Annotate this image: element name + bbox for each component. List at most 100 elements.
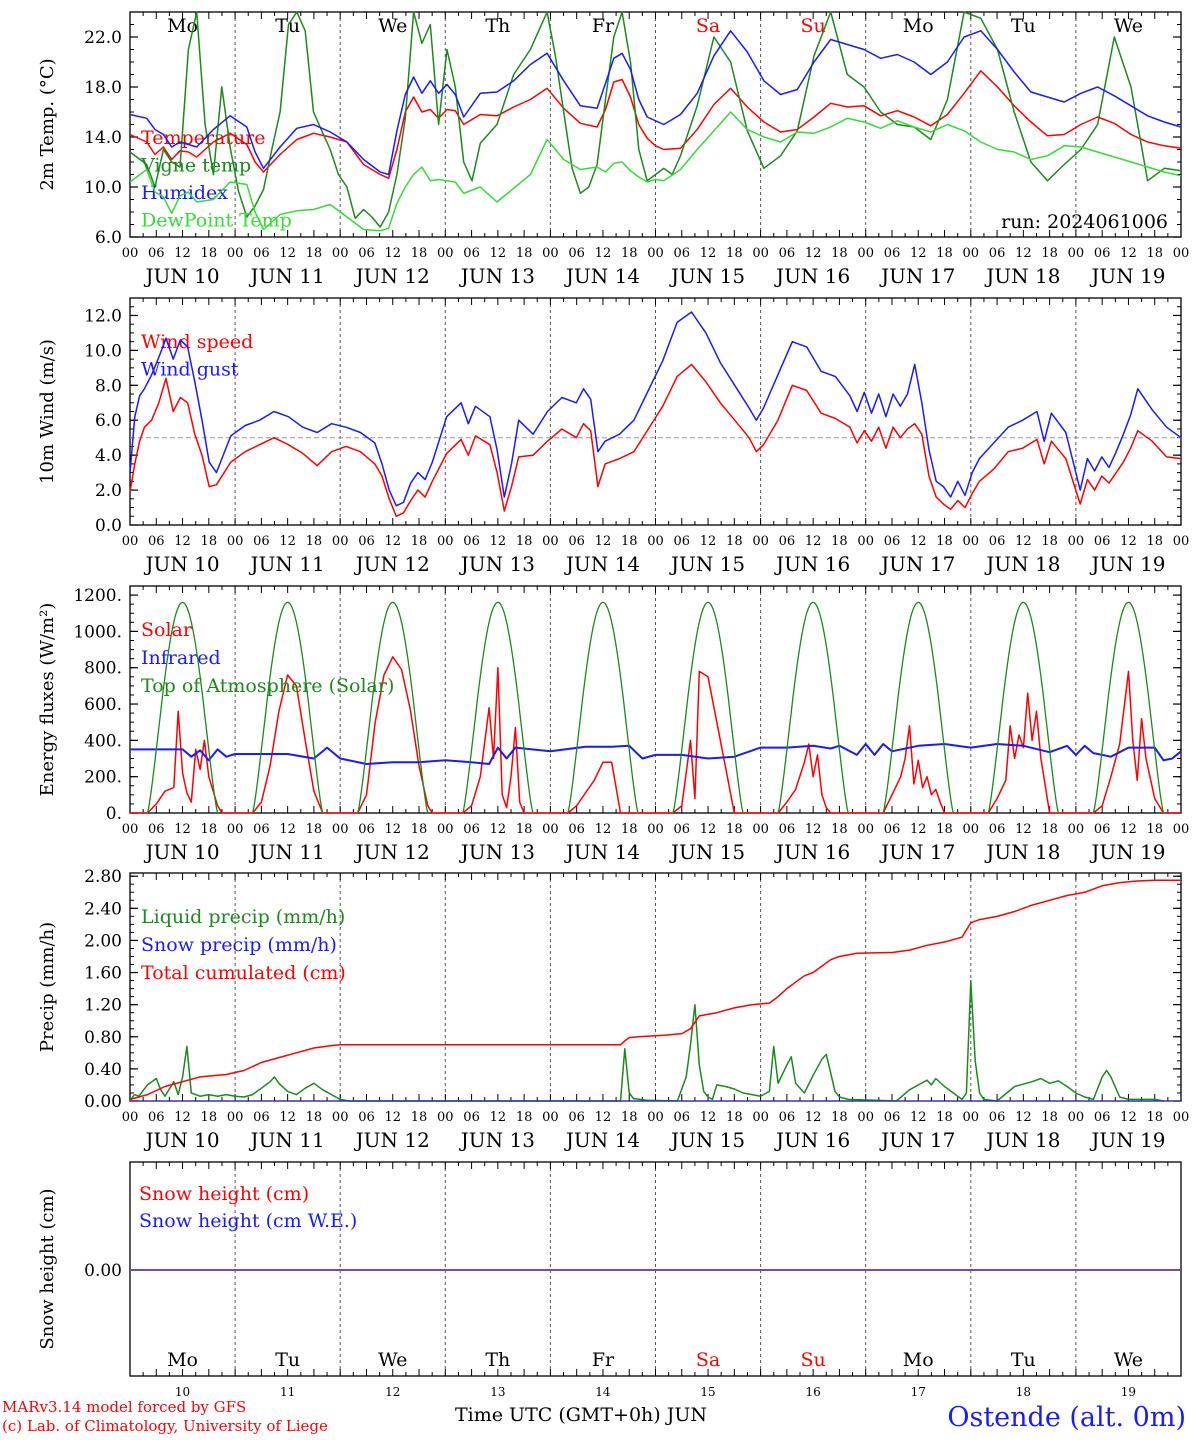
wind-date-label: JUN 11 [249, 552, 325, 576]
energy-hour-tick-label: 12 [1120, 822, 1137, 837]
temp-date-label: JUN 17 [879, 264, 955, 288]
temp-series-line [129, 11, 1182, 228]
wind-hour-tick-label: 06 [884, 534, 901, 549]
temp-hour-tick-label: 00 [542, 246, 559, 261]
temp-frame [129, 11, 1182, 238]
energy-hour-tick-label: 06 [358, 822, 375, 837]
wind-hour-tick-label: 06 [989, 534, 1006, 549]
snow-weekday-label: Mo [903, 1349, 934, 1371]
wind-hour-tick-label: 12 [490, 534, 507, 549]
precip-hour-tick-label: 12 [910, 1110, 927, 1125]
temp-hour-tick-label: 12 [700, 246, 717, 261]
temp-weekday-label: Su [801, 15, 826, 37]
meteogram: 6.0 10.0 14.0 18.0 22.0 2m Temp. (°C) 00 06 12 18… [37, 11, 1190, 1399]
temp-weekday-label: Mo [167, 15, 198, 37]
precip-series-line [129, 879, 1181, 1101]
precip-date-label: JUN 10 [143, 1128, 219, 1152]
temp-hour-tick-label: 18 [621, 246, 638, 261]
energy-hour-tick-label: 00 [963, 822, 980, 837]
wind-hour-tick-label: 06 [358, 534, 375, 549]
energy-hour-tick-label: 12 [805, 822, 822, 837]
energy-hour-tick-label: 18 [831, 822, 848, 837]
temp-hour-tick-label: 00 [437, 246, 454, 261]
temp-hour-tick-label: 18 [516, 246, 533, 261]
temp-hour-tick-label: 00 [227, 246, 244, 261]
precip-hour-tick-label: 12 [805, 1110, 822, 1125]
temp-weekday-label: Sa [696, 15, 720, 37]
wind-legend-label: Wind gust [141, 359, 239, 381]
temp-hour-tick-label: 00 [1068, 246, 1085, 261]
precip-y-tick-label: 2.00 [84, 931, 122, 951]
wind-hour-tick-label: 12 [1120, 534, 1137, 549]
wind-hour-tick-label: 18 [1041, 534, 1058, 549]
temp-hour-tick-label: 18 [1041, 246, 1058, 261]
wind-hour-tick-label: 18 [621, 534, 638, 549]
precip-hour-tick-label: 06 [568, 1110, 585, 1125]
temp-hour-tick-label: 18 [1146, 246, 1163, 261]
precip-hour-tick-label: 18 [306, 1110, 323, 1125]
snow-weekday-label: Fr [592, 1349, 615, 1371]
precip-hour-tick-label: 18 [621, 1110, 638, 1125]
wind-hour-tick-label: 12 [384, 534, 401, 549]
temp-weekday-label: Mo [903, 15, 934, 37]
temp-weekday-label: We [1114, 15, 1143, 37]
energy-hour-tick-label: 18 [516, 822, 533, 837]
precip-y-tick-label: 1.20 [84, 996, 122, 1016]
temp-date-label: JUN 10 [143, 264, 219, 288]
temp-y-axis-label: 2m Temp. (°C) [37, 58, 58, 190]
temp-hour-tick-label: 00 [647, 246, 664, 261]
wind-date-label: JUN 13 [459, 552, 535, 576]
temp-hour-tick-label: 12 [805, 246, 822, 261]
energy-y-tick-label: 800. [84, 659, 122, 679]
precip-date-label: JUN 16 [774, 1128, 850, 1152]
precip-date-label: JUN 19 [1089, 1128, 1165, 1152]
energy-date-label: JUN 11 [249, 840, 325, 864]
wind-y-tick-label: 4.0 [95, 446, 122, 466]
wind-series-line [129, 311, 1182, 507]
wind-hour-tick-label: 12 [700, 534, 717, 549]
precip-hour-tick-label: 00 [227, 1110, 244, 1125]
temp-hour-tick-label: 06 [148, 246, 165, 261]
precip-hour-tick-label: 18 [1041, 1110, 1058, 1125]
precip-hour-tick-label: 18 [726, 1110, 743, 1125]
snow-weekday-label: Th [485, 1349, 510, 1371]
temp-hour-tick-label: 06 [779, 246, 796, 261]
wind-hour-tick-label: 00 [647, 534, 664, 549]
energy-y-tick-label: 1200. [73, 586, 122, 606]
temp-hour-tick-label: 06 [358, 246, 375, 261]
wind-series-line [129, 363, 1182, 518]
wind-y-tick-label: 2.0 [95, 481, 122, 501]
toa-solar-curve [251, 601, 324, 814]
wind-date-label: JUN 18 [984, 552, 1060, 576]
energy-legend-label: Solar [141, 619, 193, 641]
wind-hour-tick-label: 06 [674, 534, 691, 549]
precip-legend-label: Snow precip (mm/h) [141, 934, 337, 956]
temp-y-tick-label: 22.0 [84, 28, 122, 48]
wind-date-label: JUN 15 [669, 552, 745, 576]
temp-date-label: JUN 13 [459, 264, 535, 288]
energy-hour-tick-label: 18 [1146, 822, 1163, 837]
precip-hour-tick-label: 18 [516, 1110, 533, 1125]
wind-date-label: JUN 10 [143, 552, 219, 576]
toa-solar-curve [146, 601, 219, 814]
energy-hour-tick-label: 00 [752, 822, 769, 837]
wind-hour-tick-label: 18 [936, 534, 953, 549]
energy-hour-tick-label: 06 [1094, 822, 1111, 837]
precip-legend-label: Total cumulated (cm) [141, 962, 346, 984]
precip-hour-tick-label: 12 [174, 1110, 191, 1125]
temp-date-label: JUN 14 [564, 264, 640, 288]
precip-hour-tick-label: 00 [1068, 1110, 1085, 1125]
energy-date-label: JUN 17 [879, 840, 955, 864]
wind-hour-tick-label: 00 [1173, 534, 1190, 549]
precip-hour-tick-label: 00 [122, 1110, 139, 1125]
energy-date-label: JUN 14 [564, 840, 640, 864]
energy-hour-tick-label: 18 [1041, 822, 1058, 837]
precip-date-label: JUN 11 [249, 1128, 325, 1152]
precip-hour-tick-label: 18 [201, 1110, 218, 1125]
energy-y-tick-label: 600. [84, 695, 122, 715]
temp-hour-tick-label: 00 [963, 246, 980, 261]
energy-hour-tick-label: 18 [936, 822, 953, 837]
precip-y-tick-label: 0.40 [84, 1060, 122, 1080]
precip-hour-tick-label: 18 [1146, 1110, 1163, 1125]
day-number-label: 10 [175, 1385, 190, 1399]
